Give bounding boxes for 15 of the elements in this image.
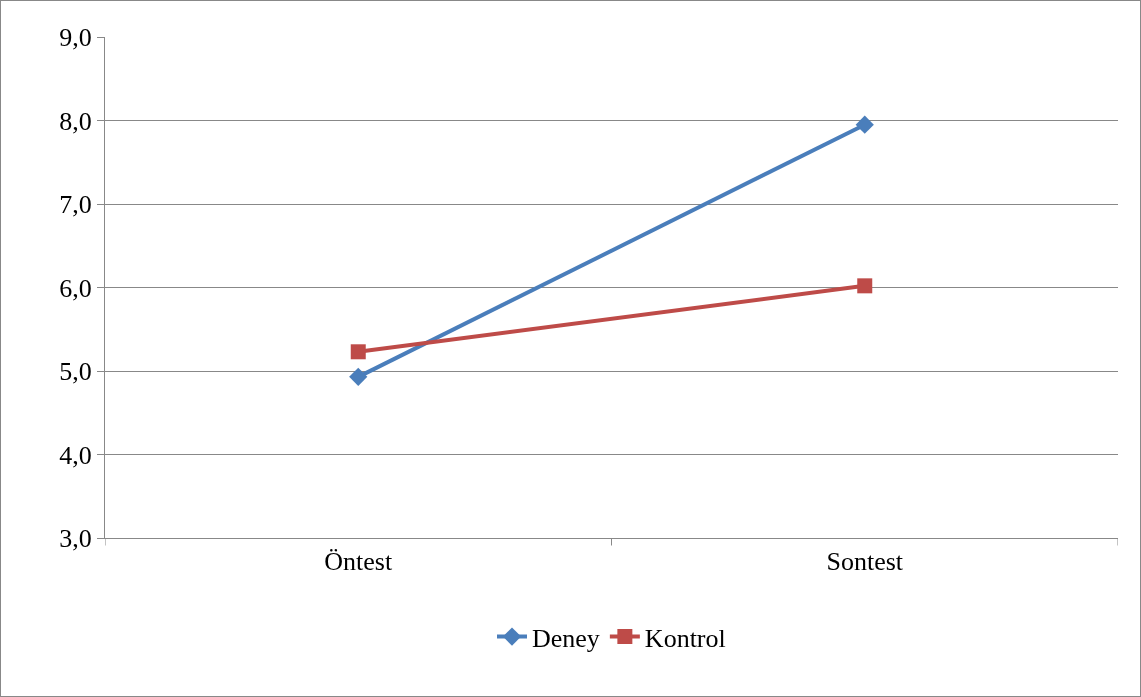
y-tick-label: 7,0 — [59, 190, 92, 220]
y-tick-label: 6,0 — [59, 273, 92, 303]
y-tick-label: 8,0 — [59, 106, 92, 136]
y-tick-label: 4,0 — [59, 440, 92, 470]
x-tick-label: Öntest — [324, 547, 393, 577]
y-tick-label: 5,0 — [59, 357, 92, 387]
y-tick-label: 3,0 — [59, 524, 92, 554]
legend-label: Kontrol — [644, 623, 726, 653]
point — [855, 115, 874, 134]
point — [349, 367, 368, 386]
legend-label: Deney — [532, 623, 600, 653]
point — [350, 344, 366, 360]
point — [857, 278, 873, 294]
y-tick-label: 9,0 — [59, 23, 92, 53]
x-tick-label: Sontest — [826, 547, 904, 577]
